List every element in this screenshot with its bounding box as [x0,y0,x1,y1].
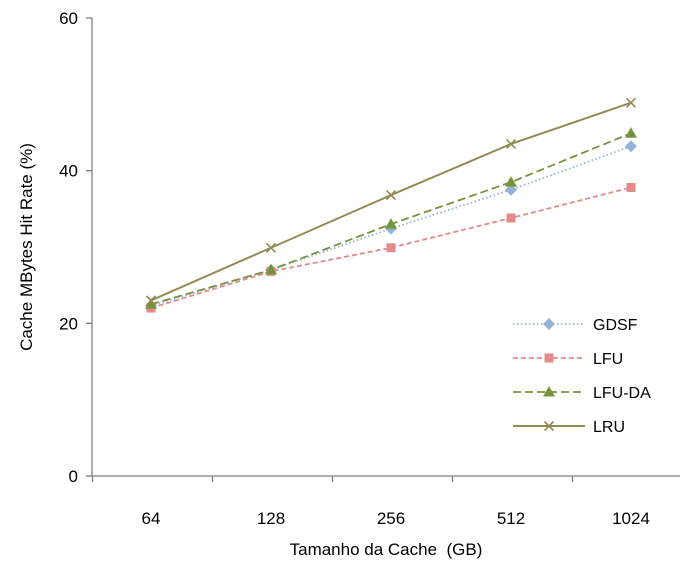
legend-item: LRU [513,419,625,436]
series-layer [145,97,637,313]
legend-item: LFU [513,351,623,368]
legend-label: GDSF [593,317,638,334]
data-point [625,140,637,153]
series-lru [145,97,637,306]
data-point [506,213,516,223]
series-lfu [146,182,636,313]
legend-marker [543,386,555,397]
data-point [265,263,277,275]
x-tick-label: 256 [377,509,405,528]
data-point [505,183,517,196]
y-tick-label: 20 [59,314,78,333]
series-line [150,186,632,309]
x-tick-label: 512 [497,509,525,528]
legend-label: LFU-DA [593,385,651,402]
y-axis-title: Cache MBytes Hit Rate (%) [17,143,36,351]
axes [91,18,680,477]
y-tick-label: 40 [59,162,78,181]
y-tick-label: 0 [69,467,78,486]
data-point [385,218,397,229]
legend-item: LFU-DA [513,385,651,402]
y-tick-label: 60 [59,9,78,28]
legend-label: LRU [593,419,625,436]
legend-marker [544,353,554,363]
data-point [145,295,157,306]
legend-label: LFU [593,351,623,368]
legend-item: GDSF [513,317,638,334]
data-point [145,298,157,309]
data-point [625,127,637,138]
x-tick-label: 128 [257,509,285,528]
series-lfu-da [145,127,637,309]
legend: GDSF LFU LFU-DA LRU [513,317,651,436]
data-point [626,182,636,192]
data-point [385,190,397,201]
data-point [625,97,637,108]
legend-marker [543,318,555,330]
data-point [505,138,517,150]
x-ticks: 64 128 256 512 1024 [91,476,650,528]
data-point [386,243,396,253]
data-point [265,242,277,253]
legend-marker [543,420,555,432]
x-tick-label: 1024 [612,509,650,528]
x-axis-title: Tamanho da Cache (GB) [290,540,483,559]
data-point [505,176,517,187]
y-ticks: 0 20 40 60 [59,9,92,486]
series-line [150,101,632,302]
x-tick-label: 64 [142,509,161,528]
